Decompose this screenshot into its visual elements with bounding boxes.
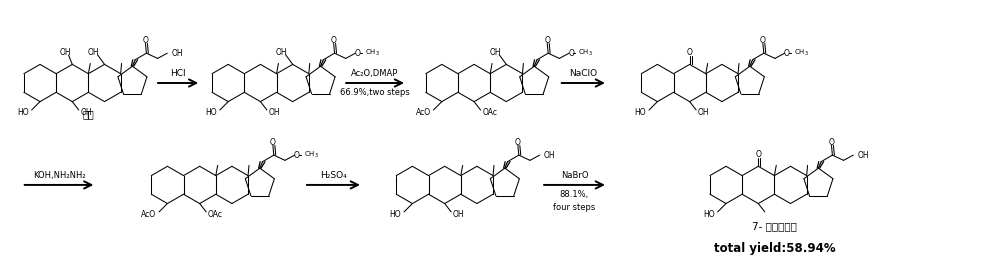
Text: AcO: AcO xyxy=(416,108,431,117)
Text: $\mathregular{CH_3}$: $\mathregular{CH_3}$ xyxy=(365,48,380,58)
Text: $\mathregular{CH_3}$: $\mathregular{CH_3}$ xyxy=(794,48,809,58)
Text: 66.9%,two steps: 66.9%,two steps xyxy=(340,88,410,97)
Text: O: O xyxy=(294,151,300,160)
Text: OH: OH xyxy=(81,108,92,117)
Text: HO: HO xyxy=(703,210,715,219)
Text: O: O xyxy=(755,150,761,159)
Text: HO: HO xyxy=(17,108,29,117)
Text: OH: OH xyxy=(489,48,501,57)
Text: O: O xyxy=(784,49,790,58)
Text: OH: OH xyxy=(171,49,183,58)
Text: HCl: HCl xyxy=(170,69,186,78)
Text: OH: OH xyxy=(88,48,99,57)
Text: OH: OH xyxy=(60,48,72,57)
Text: total yield:58.94%: total yield:58.94% xyxy=(714,242,835,255)
Text: $\mathregular{CH_3}$: $\mathregular{CH_3}$ xyxy=(304,150,319,160)
Text: OAc: OAc xyxy=(208,210,223,219)
Text: H₂SO₄: H₂SO₄ xyxy=(320,171,347,180)
Text: O: O xyxy=(687,48,693,57)
Text: OH: OH xyxy=(698,108,710,117)
Text: O: O xyxy=(270,138,276,147)
Text: NaClO: NaClO xyxy=(569,69,597,78)
Text: OH: OH xyxy=(276,48,287,57)
Text: O: O xyxy=(331,36,337,45)
Text: OH: OH xyxy=(544,151,555,160)
Text: HO: HO xyxy=(205,108,217,117)
Text: O: O xyxy=(143,36,148,45)
Text: AcO: AcO xyxy=(141,210,156,219)
Text: KOH,NH₂NH₂: KOH,NH₂NH₂ xyxy=(33,171,85,180)
Text: OAc: OAc xyxy=(482,108,497,117)
Text: HO: HO xyxy=(390,210,401,219)
Text: O: O xyxy=(544,36,550,45)
Text: 7- 酮基石胆酸: 7- 酮基石胆酸 xyxy=(752,221,797,231)
Text: O: O xyxy=(760,36,766,45)
Text: 胆酸: 胆酸 xyxy=(83,109,94,119)
Text: O: O xyxy=(829,138,834,147)
Text: 88.1%,: 88.1%, xyxy=(560,190,589,199)
Text: OH: OH xyxy=(453,210,465,219)
Text: Ac₂O,DMAP: Ac₂O,DMAP xyxy=(351,69,399,78)
Text: NaBrO: NaBrO xyxy=(561,171,588,180)
Text: four steps: four steps xyxy=(553,203,596,212)
Text: $\mathregular{CH_3}$: $\mathregular{CH_3}$ xyxy=(578,48,593,58)
Text: O: O xyxy=(568,49,574,58)
Text: OH: OH xyxy=(857,151,869,160)
Text: O: O xyxy=(515,138,521,147)
Text: HO: HO xyxy=(635,108,646,117)
Text: O: O xyxy=(355,49,361,58)
Text: OH: OH xyxy=(269,108,280,117)
